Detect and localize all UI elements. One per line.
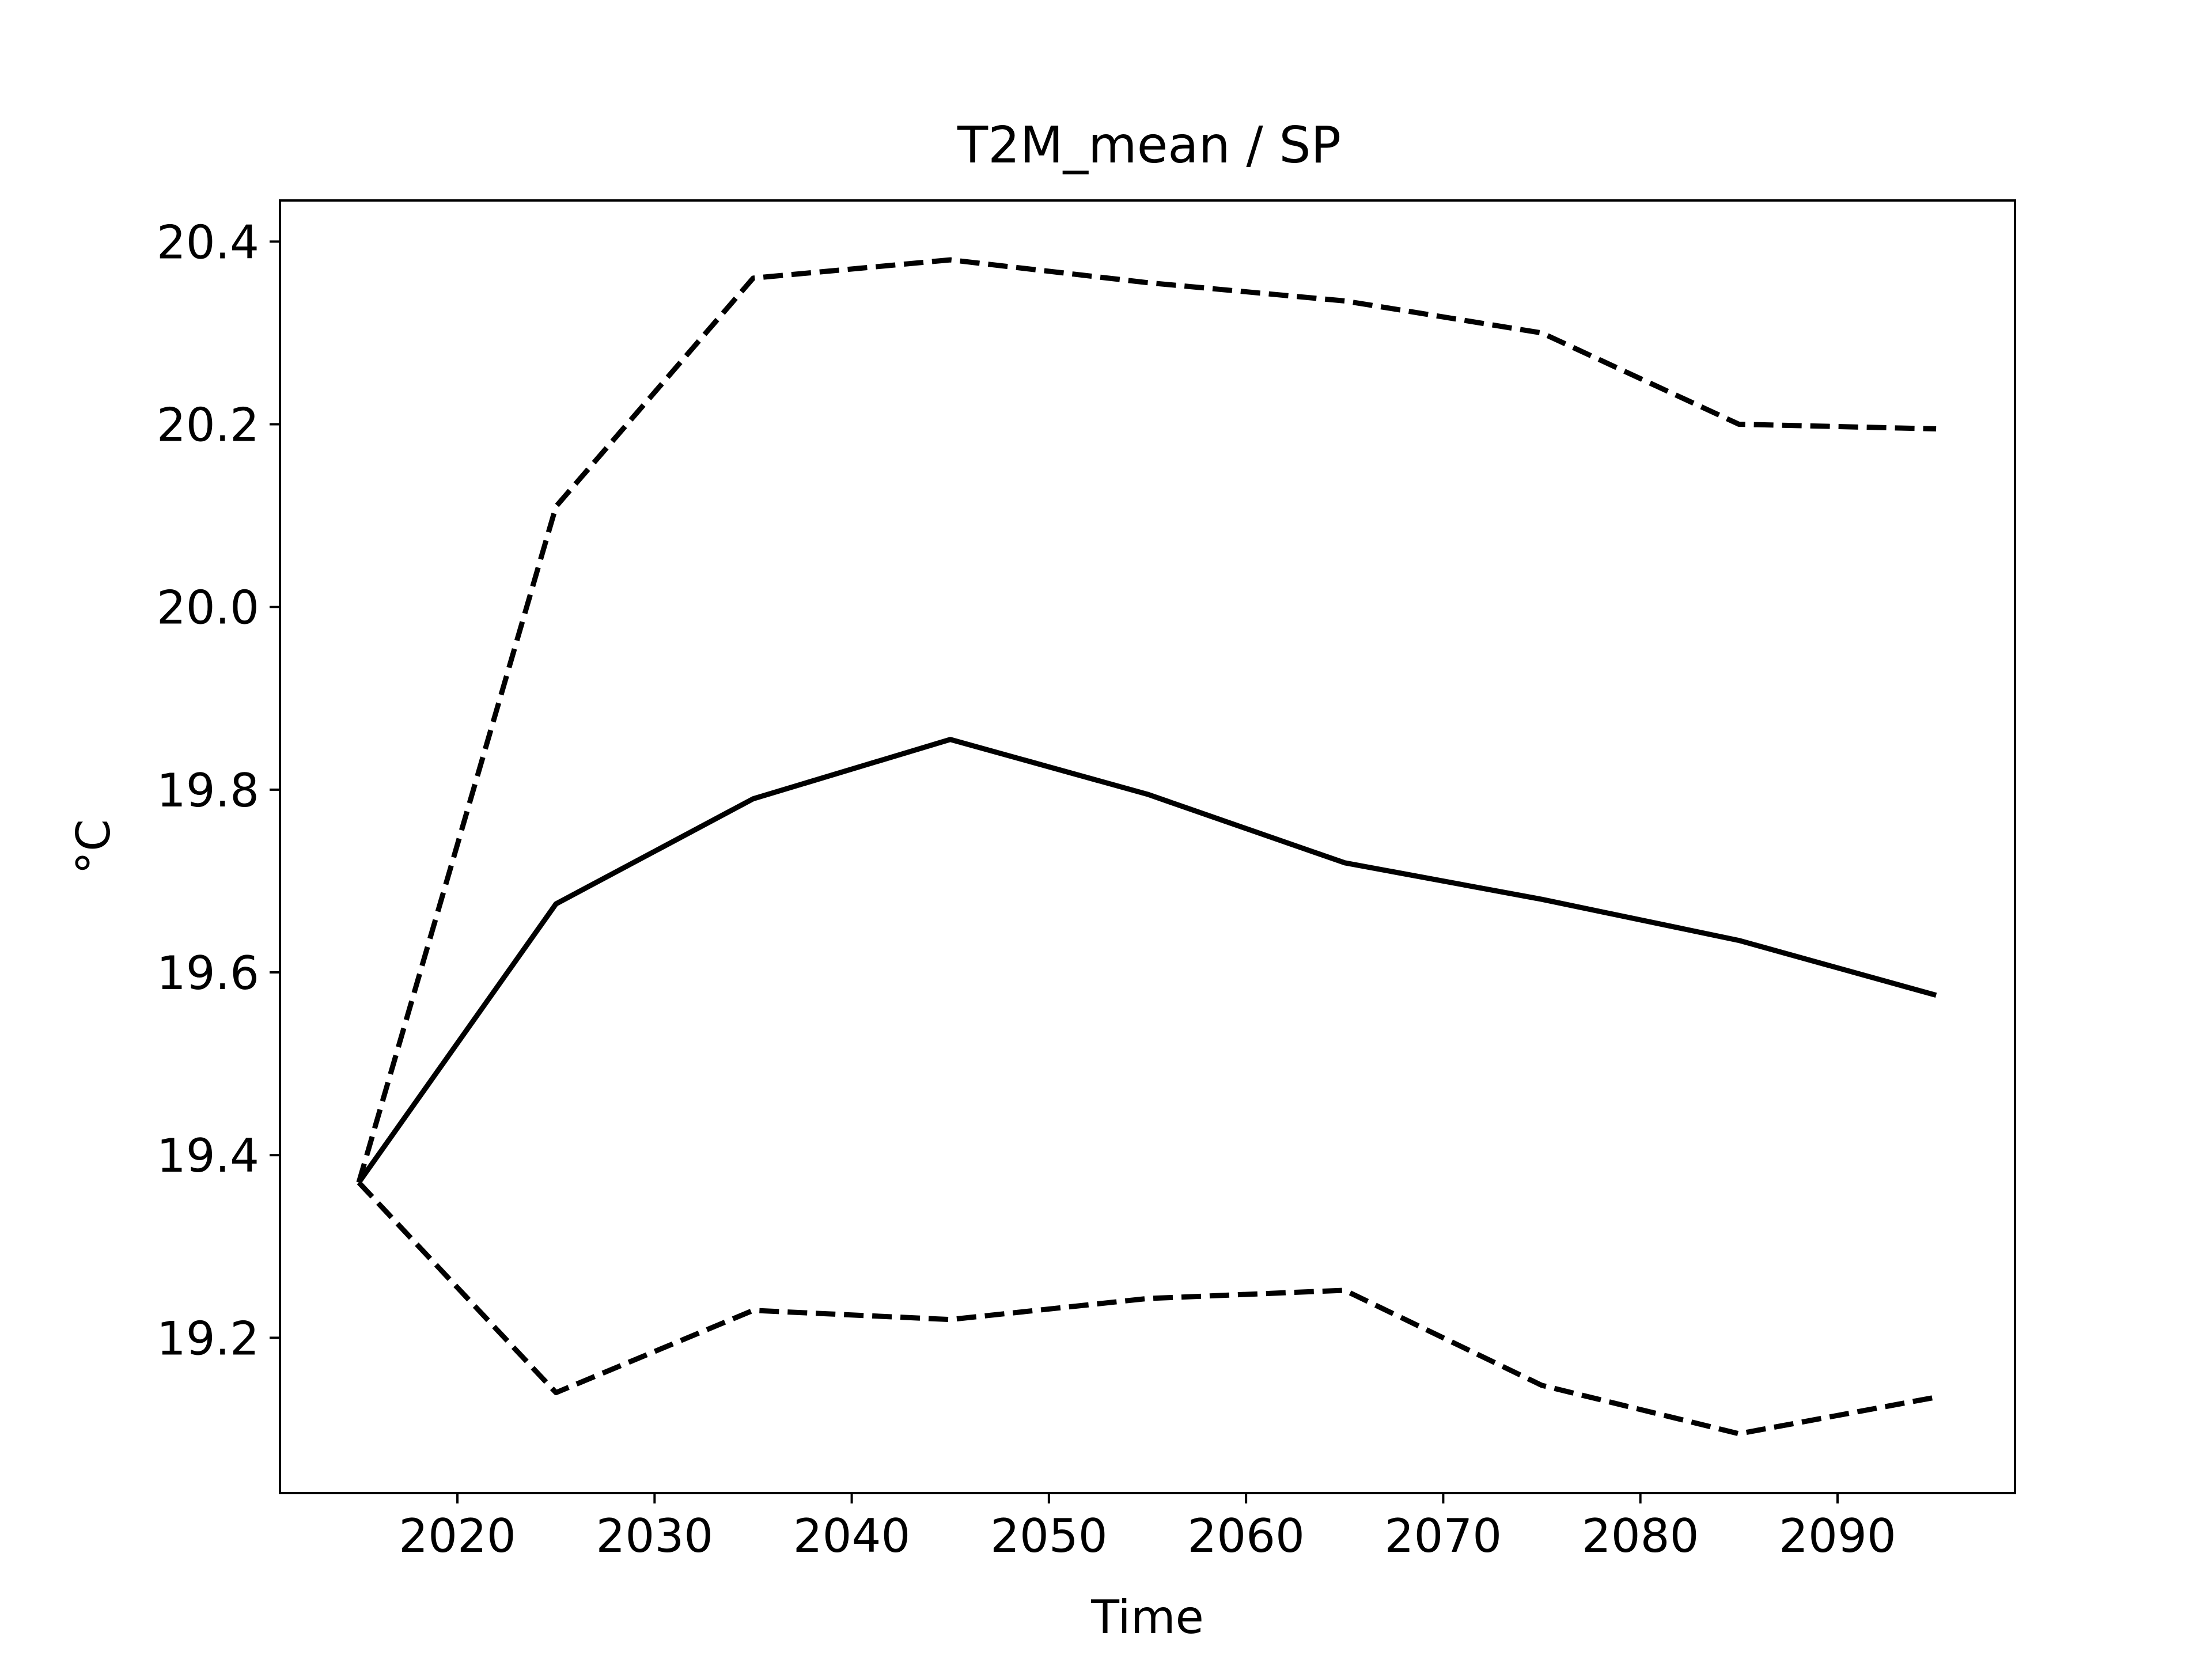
plot-area-frame	[279, 199, 2016, 1494]
y-tick-label: 19.4	[157, 1129, 259, 1183]
x-tick-label: 2030	[596, 1509, 714, 1563]
x-tick-label: 2090	[1779, 1509, 1896, 1563]
y-tick-label: 20.2	[157, 399, 259, 452]
chart-title: T2M_mean / SP	[957, 116, 1341, 175]
y-axis-ticks: 19.2 19.4 19.6 19.8 20.0 20.2 20.4	[157, 215, 280, 1365]
y-tick-label: 19.6	[157, 946, 259, 1000]
y-axis-label: °C	[67, 819, 120, 874]
x-axis-ticks: 2020 2030 2040 2050 2060 2070 2080 2090	[399, 1493, 1896, 1563]
x-tick-label: 2070	[1385, 1509, 1502, 1563]
x-tick-label: 2060	[1187, 1509, 1305, 1563]
plot-lines	[356, 257, 1937, 1437]
x-tick-label: 2050	[990, 1509, 1108, 1563]
x-tick-label: 2080	[1582, 1509, 1699, 1563]
series-line-2	[356, 257, 1937, 1184]
series-line-3	[357, 1180, 1937, 1437]
x-axis-label: Time	[1090, 1590, 1204, 1644]
x-tick-label: 2040	[793, 1509, 911, 1563]
y-tick-label: 20.4	[157, 215, 259, 269]
y-tick-label: 19.2	[157, 1312, 259, 1365]
series-line-1	[357, 737, 1937, 1184]
y-tick-label: 19.8	[157, 764, 259, 817]
x-tick-label: 2020	[399, 1509, 516, 1563]
y-tick-label: 20.0	[157, 581, 259, 635]
